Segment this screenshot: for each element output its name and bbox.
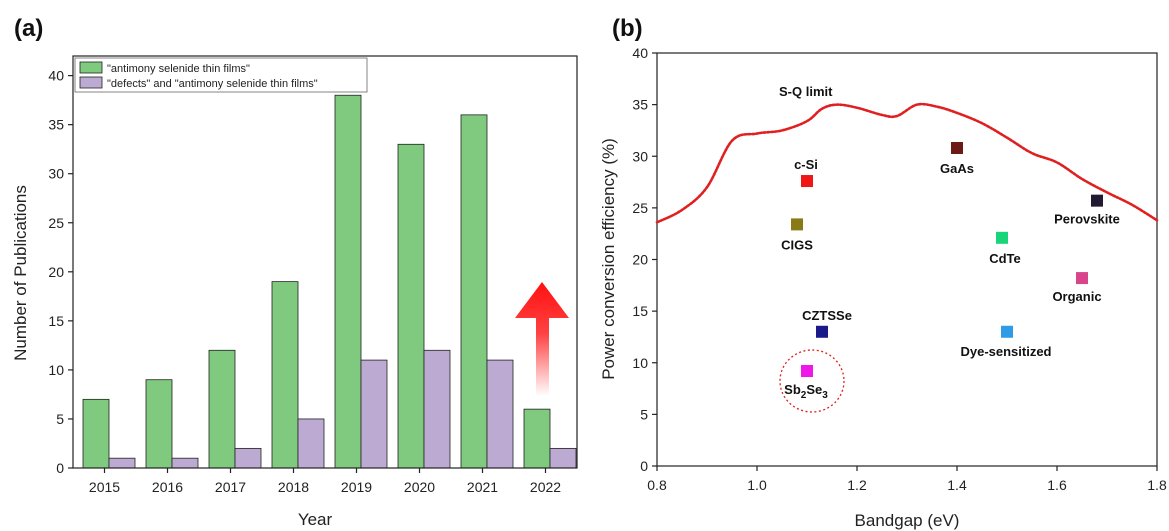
x-tick-label: 1.0 — [747, 477, 767, 493]
point-cigs — [791, 218, 803, 231]
bar-2022-series-2 — [549, 447, 577, 469]
bar-2015-series-1 — [82, 398, 110, 469]
y-tick-label: 15 — [632, 303, 648, 319]
legend-label: "defects" and "antimony selenide thin fi… — [107, 78, 318, 90]
x-tick-label: 2022 — [530, 479, 561, 495]
point-label-sb2se3: Sb2Se3 — [784, 382, 828, 401]
x-axis-title: Year — [298, 510, 333, 529]
points-group: c-Si GaAs CIGS CdTe Perovskite Organic CZTSSe D… — [781, 141, 1120, 401]
y-axis-title: Number of Publications — [11, 185, 30, 361]
x-tick-label: 2017 — [215, 479, 246, 495]
point-label-dye-sensitized: Dye-sensitized — [960, 344, 1051, 359]
x-tick-label: 2018 — [278, 479, 309, 495]
panel-a-label: (a) — [14, 15, 43, 42]
bar-2019-series-1 — [334, 94, 362, 469]
bar-2018-series-2 — [297, 418, 325, 469]
x-axis-title-b: Bandgap (eV) — [855, 511, 960, 530]
y-tick-label: 30 — [632, 148, 648, 164]
bar-2015-series-2 — [108, 457, 136, 469]
legend-label: "antimony selenide thin films" — [107, 63, 250, 75]
point-cdte — [996, 231, 1008, 244]
point-sb2se3 — [801, 365, 813, 378]
bar-2017-series-1 — [208, 349, 236, 469]
point-label-perovskite: Perovskite — [1054, 212, 1120, 227]
bar-2021-series-2 — [486, 359, 514, 469]
legend-swatch — [79, 61, 103, 74]
point-cztsse — [816, 325, 828, 338]
point-label-cigs: CIGS — [781, 237, 813, 252]
x-tick-label: 2020 — [404, 479, 435, 495]
x-tick-label: 1.8 — [1147, 477, 1167, 493]
y-tick-label: 35 — [48, 117, 64, 133]
upward-arrow-icon — [515, 282, 569, 396]
y-tick-label: 5 — [56, 411, 64, 427]
point-perovskite — [1091, 194, 1103, 207]
bar-2016-series-2 — [171, 457, 199, 469]
bar-2017-series-2 — [234, 447, 262, 469]
point-label-cztsse: CZTSSe — [802, 308, 852, 323]
y-tick-label: 0 — [56, 460, 64, 476]
point-label-gaas: GaAs — [940, 161, 974, 176]
point-c-si — [801, 175, 813, 188]
y-tick-label: 25 — [48, 215, 64, 231]
y-tick-label: 5 — [640, 406, 648, 422]
bar-2020-series-1 — [397, 143, 425, 469]
bars-group — [82, 94, 577, 469]
bar-2021-series-1 — [460, 114, 488, 469]
y-tick-label: 10 — [632, 355, 648, 371]
bar-2016-series-1 — [145, 379, 173, 469]
highlight-circle — [779, 349, 845, 413]
y-tick-label: 0 — [640, 458, 648, 474]
point-label-organic: Organic — [1052, 289, 1101, 304]
panel-b-label: (b) — [612, 15, 643, 42]
bar-2022-series-1 — [523, 408, 551, 469]
x-tick-label: 2019 — [341, 479, 372, 495]
panel-b: (b) 0 5 10 15 20 25 30 35 40 0.8 1.0 1.2 1.4 1.6 1.8 S… — [599, 15, 1167, 530]
x-tick-label: 0.8 — [647, 477, 667, 493]
y-tick-label: 40 — [632, 45, 648, 61]
bar-2020-series-2 — [423, 349, 451, 469]
bar-2018-series-1 — [271, 281, 299, 469]
x-tick-label: 2015 — [89, 479, 120, 495]
x-tick-label: 1.2 — [847, 477, 867, 493]
y-tick-label: 20 — [632, 252, 648, 268]
y-tick-label: 25 — [632, 200, 648, 216]
plot-frame-a — [72, 55, 578, 469]
legend: "antimony selenide thin films" "defects" … — [74, 57, 368, 93]
point-label-cdte: CdTe — [989, 251, 1021, 266]
point-gaas — [951, 141, 963, 154]
x-tick-label: 2016 — [152, 479, 183, 495]
point-dye-sensitized — [1001, 325, 1013, 338]
sq-limit-curve — [655, 102, 1159, 224]
y-tick-label: 15 — [48, 313, 64, 329]
y-axis-title-b: Power conversion efficiency (%) — [599, 138, 618, 380]
y-tick-label: 20 — [48, 264, 64, 280]
sq-limit-line — [655, 102, 1159, 224]
plot-frame-b — [656, 52, 1158, 467]
y-tick-label: 30 — [48, 166, 64, 182]
legend-box — [74, 57, 368, 93]
bar-2019-series-2 — [360, 359, 388, 469]
x-tick-label: 2021 — [467, 479, 498, 495]
legend-swatch — [79, 76, 103, 89]
point-label-c-si: c-Si — [794, 157, 818, 172]
sq-limit-label: S-Q limit — [779, 84, 833, 99]
x-tick-label: 1.6 — [1047, 477, 1067, 493]
x-tick-label: 1.4 — [947, 477, 967, 493]
y-tick-label: 40 — [48, 68, 64, 84]
y-tick-label: 35 — [632, 97, 648, 113]
y-tick-label: 10 — [48, 362, 64, 378]
panel-a: (a) 0 5 10 15 20 25 30 35 40 2015 2016 2017 2018 2019… — [11, 15, 578, 529]
point-organic — [1076, 272, 1088, 285]
